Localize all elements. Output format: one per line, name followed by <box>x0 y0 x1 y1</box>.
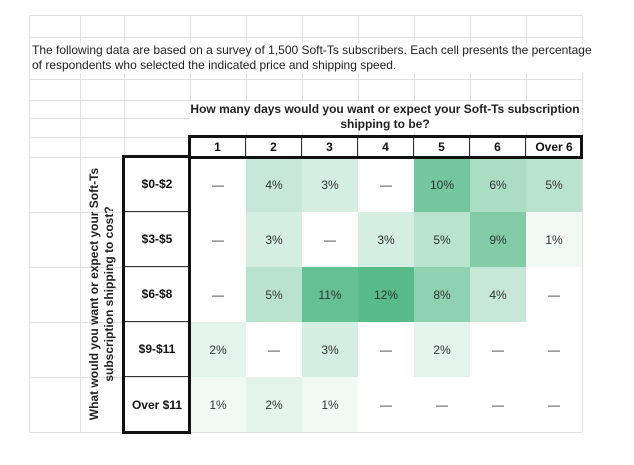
row-header: $0-$2 <box>124 157 190 212</box>
heatmap-cell: 5% <box>414 212 470 267</box>
heatmap-cell: — <box>246 322 302 377</box>
heatmap-cell: 1% <box>190 377 246 432</box>
heatmap-cell: 11% <box>302 267 358 322</box>
row-header: $6-$8 <box>124 267 190 322</box>
row-header: $3-$5 <box>124 212 190 267</box>
heatmap-cell: 3% <box>246 212 302 267</box>
row-header: $9-$11 <box>124 322 190 377</box>
heatmap-cell: — <box>526 377 582 432</box>
row-question-label: What would you want or expect your Soft-… <box>87 167 116 421</box>
heatmap-cell: — <box>190 212 246 267</box>
gridline-vertical <box>80 15 81 432</box>
gridline-horizontal <box>29 79 582 80</box>
row-header: Over $11 <box>131 397 183 412</box>
heatmap-cell: 2% <box>190 322 246 377</box>
column-header: 3 <box>302 137 358 157</box>
heatmap-cell: 2% <box>414 322 470 377</box>
heatmap-cell: 1% <box>302 377 358 432</box>
column-header: 4 <box>358 137 414 157</box>
heatmap-cell: — <box>470 322 526 377</box>
heatmap-cell: — <box>302 212 358 267</box>
heatmap-cell: — <box>358 157 414 212</box>
heatmap-cell: — <box>358 377 414 432</box>
heatmap-cell: 3% <box>302 157 358 212</box>
column-question-header: How many days would you want or expect y… <box>190 102 580 132</box>
gridline-horizontal <box>29 15 582 16</box>
column-header: 6 <box>470 137 526 157</box>
column-header: 1 <box>190 137 246 157</box>
gridline-vertical <box>582 15 583 432</box>
heatmap-cell: 9% <box>470 212 526 267</box>
heatmap-cell: — <box>190 267 246 322</box>
heatmap-cell: 1% <box>526 212 582 267</box>
heatmap-cell: 12% <box>358 267 414 322</box>
heatmap-cell: 3% <box>358 212 414 267</box>
column-header: Over 6 <box>535 140 573 154</box>
column-header: 2 <box>246 137 302 157</box>
gridline-horizontal <box>29 432 582 433</box>
heatmap-cell: 4% <box>470 267 526 322</box>
row-question-header: What would you want or expect your Soft-… <box>86 157 118 431</box>
heatmap-cell: 6% <box>470 157 526 212</box>
gridline-vertical <box>29 15 30 432</box>
column-header: 5 <box>414 137 470 157</box>
heatmap-cell: 4% <box>246 157 302 212</box>
heatmap-cell: — <box>190 157 246 212</box>
heatmap-cell: 5% <box>526 157 582 212</box>
heatmap-cell: 3% <box>302 322 358 377</box>
gridline-horizontal <box>29 100 582 101</box>
heatmap-cell: 8% <box>414 267 470 322</box>
heatmap-cell: — <box>470 377 526 432</box>
heatmap-cell: 10% <box>414 157 470 212</box>
heatmap-cell: 2% <box>246 377 302 432</box>
heatmap-cell: 5% <box>246 267 302 322</box>
intro-text: The following data are based on a survey… <box>32 43 592 73</box>
heatmap-cell: — <box>358 322 414 377</box>
heatmap-cell: — <box>526 267 582 322</box>
heatmap-cell: — <box>414 377 470 432</box>
gridline-horizontal <box>29 37 582 38</box>
heatmap-cell: — <box>526 322 582 377</box>
